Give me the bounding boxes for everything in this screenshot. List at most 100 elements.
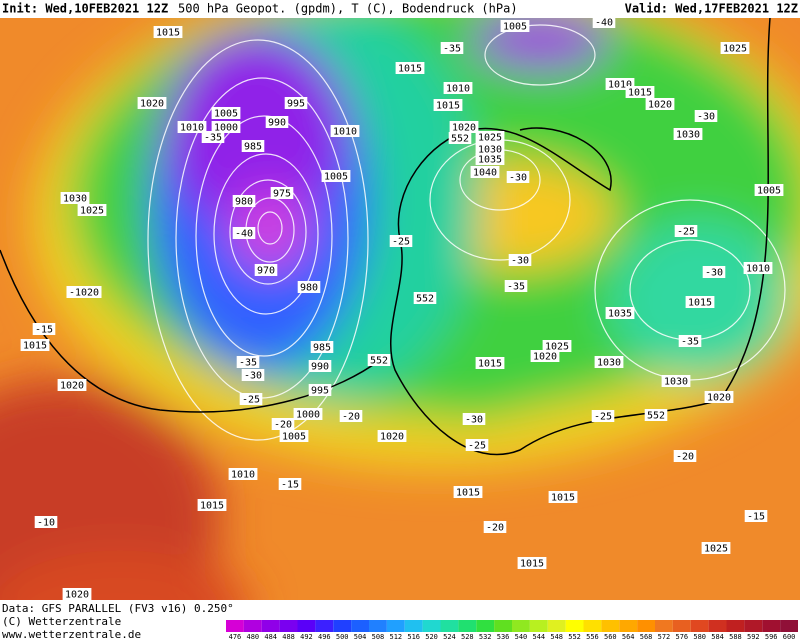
colorbar-tick-label: 520 — [425, 633, 438, 641]
colorbar-swatch — [619, 620, 638, 632]
label-box — [449, 121, 479, 133]
colorbar-swatch — [494, 620, 512, 632]
isobar-label: 1025 — [704, 544, 728, 555]
colorbar-swatch — [547, 620, 566, 632]
label-box — [57, 379, 87, 391]
label-box — [605, 307, 635, 319]
label-box — [153, 26, 183, 38]
isobar-label: 990 — [311, 362, 329, 373]
label-box — [720, 42, 750, 54]
isobar-label: 1020 — [140, 99, 164, 110]
isobar-label: 552 — [451, 134, 469, 145]
isobar-label: 552 — [370, 356, 388, 367]
isobar-label: 985 — [313, 343, 331, 354]
colorbar-swatch — [261, 620, 280, 632]
label-box — [694, 110, 718, 122]
colorbar-tick-label: 500 — [336, 633, 349, 641]
label-box — [310, 341, 334, 353]
colorbar-tick-label: 596 — [765, 633, 778, 641]
label-box — [339, 410, 363, 422]
label-box — [236, 356, 260, 368]
colorbar-swatch — [476, 620, 495, 632]
label-box — [254, 264, 278, 276]
label-box — [443, 82, 473, 94]
label-box — [308, 360, 332, 372]
label-box — [453, 486, 483, 498]
isobar-label: 1030 — [597, 358, 621, 369]
colorbar-tick-label: 588 — [729, 633, 742, 641]
label-box — [644, 409, 668, 421]
isobar-label: 1015 — [456, 488, 480, 499]
colorbar-swatch — [315, 620, 334, 632]
colorbar-tick-label: 504 — [354, 633, 367, 641]
isobar-label: 1025 — [723, 44, 747, 55]
label-box — [548, 491, 578, 503]
isobar-label: 1035 — [608, 309, 632, 320]
valid-label: Valid: Wed,17FEB2021 12Z — [625, 2, 798, 16]
colorbar-tick-label: 548 — [550, 633, 563, 641]
isobar-label: 1025 — [80, 206, 104, 217]
colorbar-swatch — [404, 620, 423, 632]
isobar-label: -20 — [274, 420, 292, 431]
colorbar-swatch — [351, 620, 369, 632]
label-box — [674, 225, 698, 237]
colorbar-tick-label: 488 — [282, 633, 295, 641]
colorbar-tick-label: 580 — [693, 633, 706, 641]
isobar-label: -15 — [747, 512, 765, 523]
isobar-label: 1015 — [628, 88, 652, 99]
isobars — [147, 24, 786, 441]
label-box — [673, 128, 703, 140]
isobar-label: -35 — [681, 337, 699, 348]
isobar-label: -30 — [705, 268, 723, 279]
label-box — [232, 227, 256, 239]
colorbar-swatch — [512, 620, 530, 632]
isobar-label: 1015 — [520, 559, 544, 570]
colorbar-tick-label: 512 — [389, 633, 402, 641]
isobar-label: -15 — [281, 480, 299, 491]
colorbar-tick-label: 556 — [586, 633, 599, 641]
isobar-label: 1015 — [478, 359, 502, 370]
label-box — [321, 170, 351, 182]
colorbar-swatch — [458, 620, 477, 632]
label-box — [500, 20, 530, 32]
colorbar-swatch — [726, 620, 745, 632]
isobar-label: 995 — [287, 99, 305, 110]
isobar-label: 1005 — [324, 172, 348, 183]
isobar-label: 1025 — [545, 342, 569, 353]
colorbar-tick-label: 600 — [783, 633, 796, 641]
isobar-label: -20 — [676, 452, 694, 463]
colorbar-swatch — [279, 620, 298, 632]
label-box — [673, 450, 697, 462]
colorbar-swatch — [708, 620, 727, 632]
label-box — [395, 62, 425, 74]
isobar-label: -15 — [35, 325, 53, 336]
isobar-label: 1010 — [231, 470, 255, 481]
isobar-label: 1030 — [63, 194, 87, 205]
isobar-label: -30 — [244, 371, 262, 382]
colorbar-tick-label: 516 — [407, 633, 420, 641]
label-box — [661, 375, 691, 387]
label-box — [20, 339, 50, 351]
label-box — [517, 557, 547, 569]
colorbar-swatch — [672, 620, 691, 632]
isobar-label: 1020 — [452, 123, 476, 134]
isobar-label: 985 — [244, 142, 262, 153]
isobar-label: 980 — [300, 283, 318, 294]
isobar-label: 1005 — [282, 432, 306, 443]
isobar-label: 1040 — [473, 168, 497, 179]
label-box — [284, 97, 308, 109]
label-box — [594, 356, 624, 368]
label-box — [462, 413, 486, 425]
isobar-label: -35 — [507, 282, 525, 293]
isobar-label: -1020 — [69, 288, 99, 299]
colorbar-tick-label: 536 — [497, 633, 510, 641]
isobar-label: 1010 — [180, 123, 204, 134]
isobar-label: -40 — [235, 229, 253, 240]
isobar-label: -40 — [595, 18, 613, 29]
copyright: (C) Wetterzentrale — [2, 615, 121, 628]
isobar-label: 1000 — [296, 410, 320, 421]
label-box — [542, 340, 572, 352]
isobar-label: 1020 — [648, 100, 672, 111]
